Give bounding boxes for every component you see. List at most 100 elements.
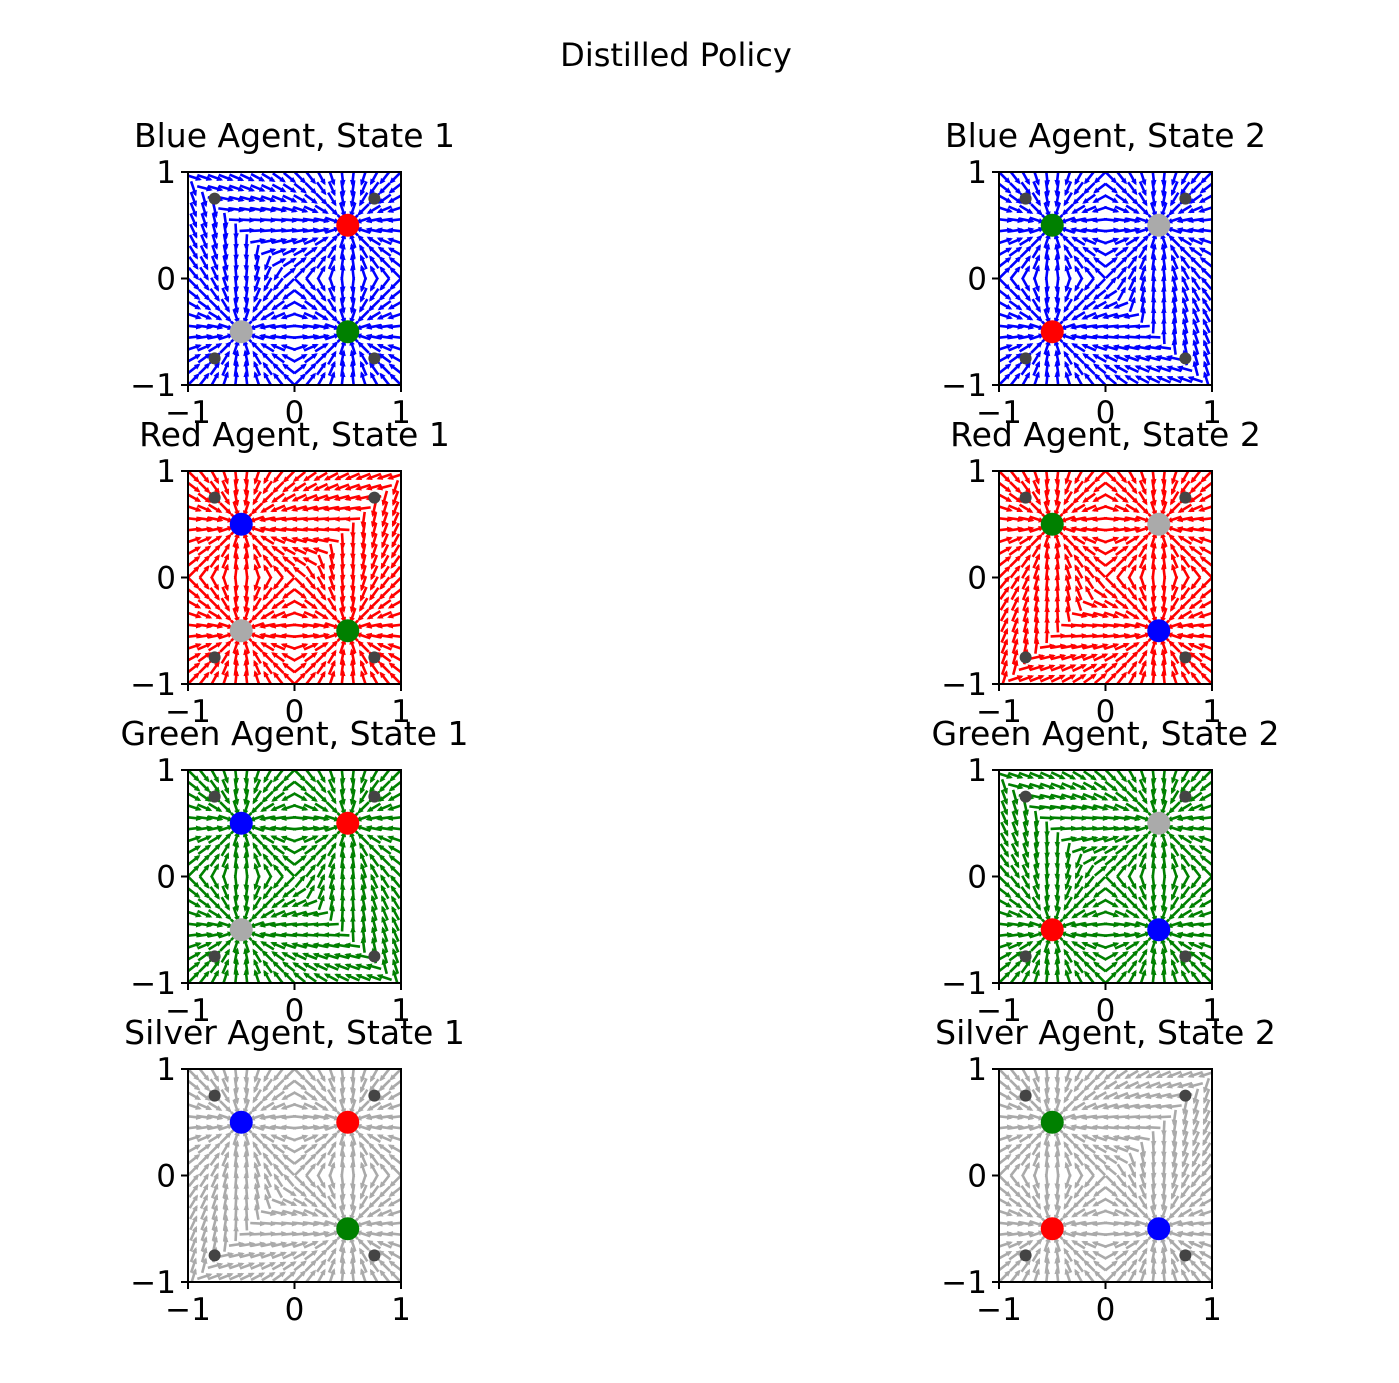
field-arrowhead	[386, 815, 394, 822]
field-arrowhead	[1141, 958, 1147, 966]
field-arrowhead	[386, 217, 394, 224]
field-arrowhead	[223, 659, 230, 667]
field-arrowhead	[1035, 904, 1041, 911]
field-arrowhead	[1132, 544, 1139, 551]
field-arrowhead	[1198, 546, 1206, 552]
field-arrowhead	[368, 604, 375, 611]
field-arrowhead	[388, 593, 396, 600]
field-arrowhead	[252, 350, 259, 358]
field-arrowhead	[259, 526, 266, 532]
field-arrowhead	[1093, 476, 1101, 483]
field-arrowhead	[1176, 931, 1184, 938]
field-arrowhead	[301, 536, 309, 543]
field-arrowhead	[1133, 334, 1141, 340]
field-arrowhead	[1141, 179, 1147, 186]
field-arrowhead	[381, 926, 387, 934]
field-arrowhead	[1177, 834, 1185, 841]
field-arrowhead	[203, 970, 210, 978]
field-arrowhead	[290, 516, 298, 522]
field-arrowhead	[1141, 862, 1147, 870]
field-arrowhead	[1044, 478, 1051, 486]
field-arrowhead	[1181, 564, 1187, 572]
field-arrowhead	[344, 952, 351, 959]
vector-field	[999, 770, 1212, 983]
field-arrowhead	[291, 536, 298, 543]
field-arrowhead	[1121, 854, 1128, 861]
field-arrowhead	[1166, 375, 1174, 382]
field-arrowhead	[1091, 217, 1098, 224]
field-arrowhead	[204, 304, 212, 311]
field-arrowhead	[262, 594, 269, 601]
field-arrowhead	[269, 186, 277, 192]
field-arrowhead	[322, 942, 330, 949]
field-arrowhead	[213, 893, 220, 900]
field-arrowhead	[366, 613, 374, 620]
field-arrowhead	[243, 307, 249, 314]
field-arrowhead	[1112, 313, 1120, 320]
field-arrowhead	[392, 947, 398, 955]
field-arrowhead	[1027, 784, 1035, 790]
field-arrowhead	[331, 234, 339, 242]
field-arrowhead	[1198, 942, 1205, 948]
field-arrowhead	[1034, 488, 1041, 496]
field-arrowhead	[1187, 376, 1195, 382]
field-arrowhead	[1111, 496, 1119, 502]
field-arrowhead	[323, 632, 330, 639]
field-arrowhead	[269, 815, 277, 822]
field-arrowhead	[1189, 892, 1196, 899]
field-arrowhead	[282, 373, 290, 380]
field-arrowhead	[1134, 825, 1141, 831]
field-arrowhead	[323, 495, 330, 502]
field-arrowhead	[392, 499, 398, 507]
field-arrowhead	[192, 1173, 200, 1181]
field-arrowhead	[1122, 951, 1129, 958]
field-arrowhead	[312, 536, 319, 543]
field-arrowhead	[1025, 544, 1032, 551]
field-arrowhead	[1133, 507, 1140, 513]
field-arrowhead	[205, 343, 213, 350]
field-arrowhead	[1084, 575, 1091, 582]
field-arrowhead	[349, 841, 356, 848]
field-arrowhead	[224, 649, 230, 657]
field-arrowhead	[191, 1225, 198, 1233]
field-arrowhead	[1110, 266, 1118, 274]
field-arrowhead	[1188, 652, 1196, 659]
field-arrowhead	[1044, 831, 1050, 838]
field-arrowhead	[392, 958, 398, 966]
field-arrowhead	[203, 372, 210, 380]
field-arrowhead	[1092, 496, 1100, 502]
field-arrowhead	[1035, 948, 1041, 956]
field-arrowhead	[202, 242, 208, 250]
field-arrowhead	[233, 595, 240, 603]
field-arrowhead	[193, 662, 201, 669]
field-arrowhead	[1198, 207, 1205, 213]
field-arrowhead	[1197, 622, 1205, 629]
field-arrowhead	[350, 532, 356, 539]
field-arrowhead	[1176, 217, 1184, 224]
field-arrowhead	[223, 553, 230, 560]
field-arrowhead	[194, 1094, 202, 1100]
field-arrowhead	[1064, 958, 1070, 966]
field-arrowhead	[387, 314, 394, 320]
field-arrowhead	[252, 543, 259, 550]
field-arrowhead	[282, 363, 289, 370]
field-arrowhead	[1026, 912, 1034, 919]
field-arrowhead	[387, 207, 394, 213]
field-arrowhead	[349, 606, 356, 613]
field-arrowhead	[381, 937, 387, 944]
field-arrowhead	[1160, 648, 1167, 656]
field-arrowhead	[1170, 958, 1177, 966]
field-arrowhead	[1034, 563, 1040, 571]
field-arrowhead	[1063, 244, 1070, 251]
field-arrowhead	[1189, 786, 1196, 793]
field-arrowhead	[1024, 564, 1030, 572]
field-arrowhead	[1061, 209, 1069, 216]
field-arrowhead	[223, 478, 229, 485]
field-arrowhead	[215, 642, 223, 648]
field-arrowhead	[310, 671, 317, 679]
field-arrowhead	[1093, 283, 1101, 291]
field-arrowhead	[222, 243, 229, 251]
field-arrowhead	[1141, 199, 1148, 207]
field-arrowhead	[282, 775, 290, 782]
